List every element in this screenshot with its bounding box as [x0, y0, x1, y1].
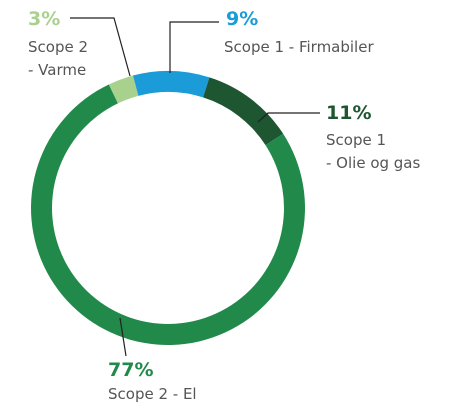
category-label: Scope 2 - Varme	[28, 38, 89, 79]
category-label: Scope 2 - El	[108, 385, 197, 403]
donut-segment	[203, 77, 284, 146]
donut-segment	[133, 70, 210, 98]
category-label: Scope 1 - Olie og gas	[326, 131, 421, 172]
value-label: 11%	[326, 102, 372, 124]
leader-line	[169, 21, 219, 73]
category-label: Scope 1 - Firmabiler	[224, 38, 374, 56]
value-label: 77%	[108, 359, 154, 381]
value-label: 3%	[28, 8, 61, 30]
leader-line	[257, 112, 320, 123]
leader-line	[119, 317, 127, 357]
leader-line	[70, 17, 131, 77]
donut-segment	[108, 75, 139, 104]
value-label: 9%	[226, 8, 259, 30]
